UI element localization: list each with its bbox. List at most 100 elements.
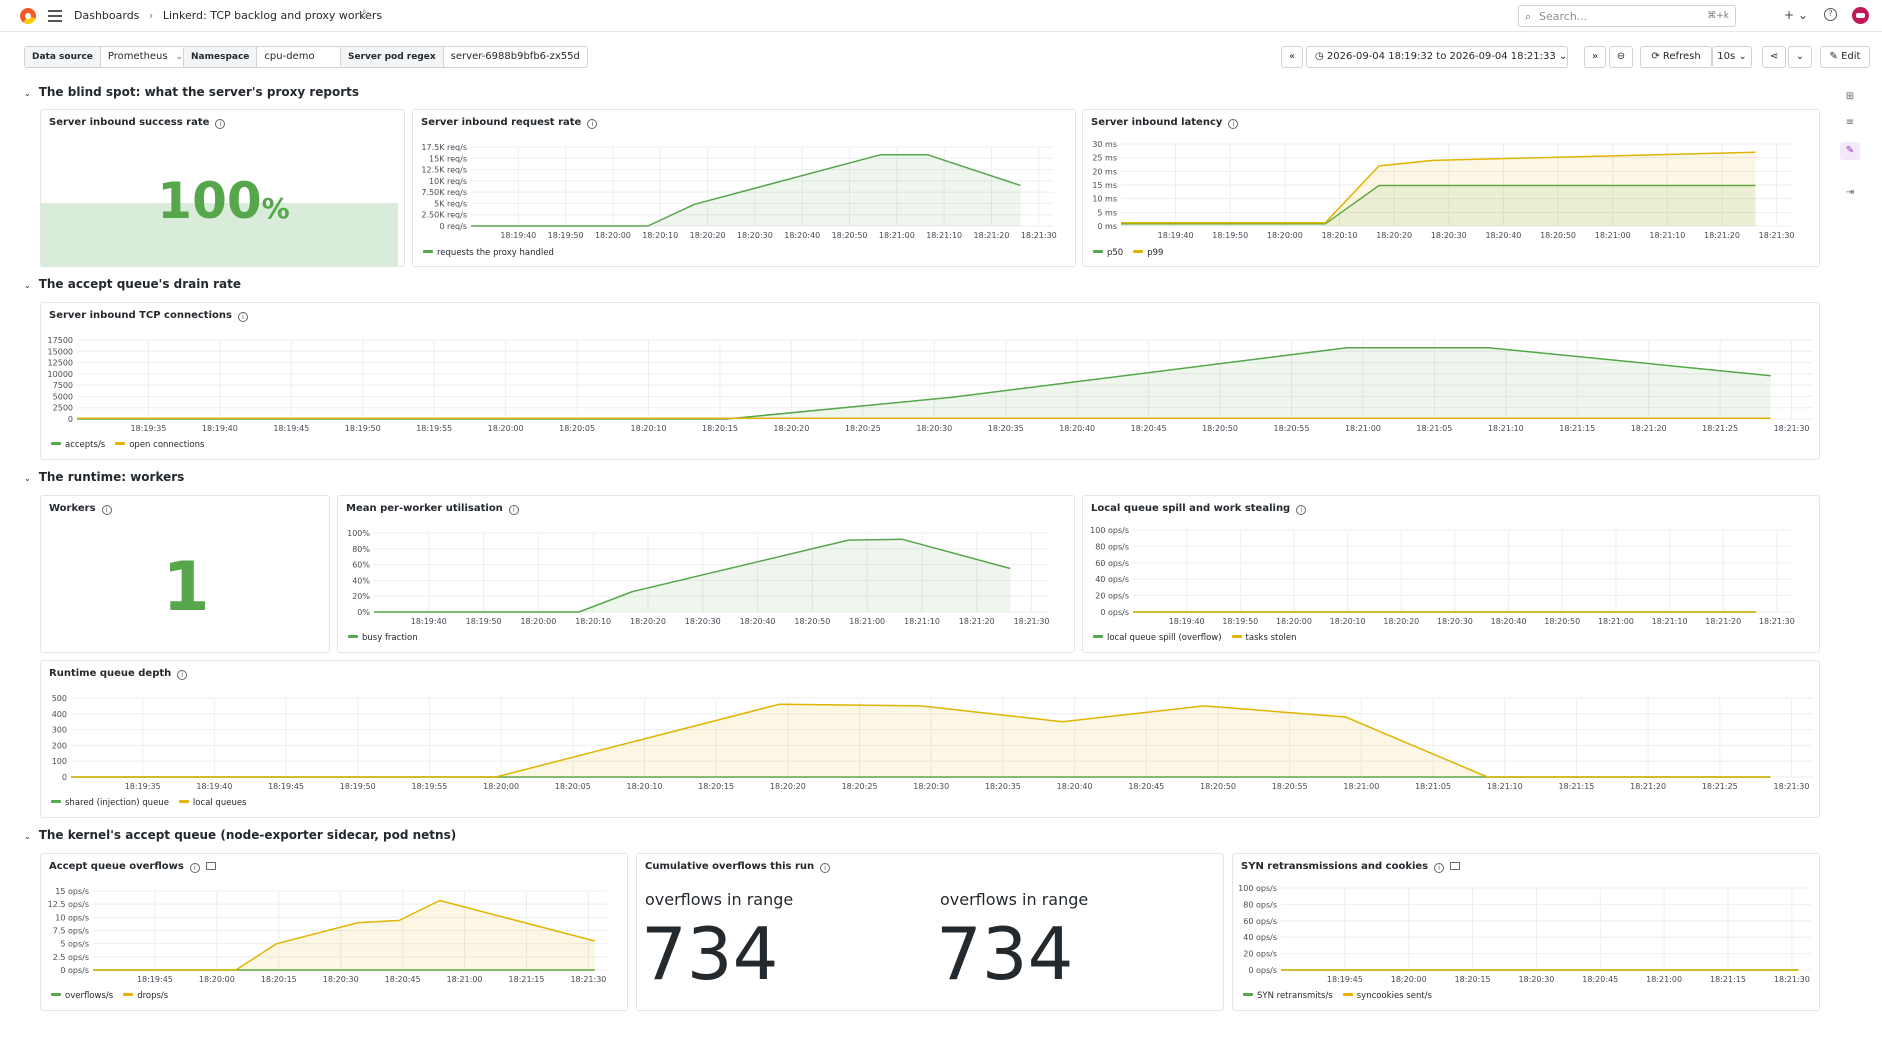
breadcrumb-dashboards[interactable]: Dashboards (74, 9, 140, 22)
time-back-button[interactable]: « (1281, 46, 1303, 68)
x-tick-label: 18:19:50 (548, 231, 584, 240)
grafana-logo-icon[interactable] (20, 8, 36, 24)
datasource-value: Prometheus (107, 51, 168, 62)
x-tick-label: 18:20:20 (630, 617, 666, 626)
help-icon[interactable]: ? (1824, 8, 1837, 21)
panel-title-text: Server inbound TCP connections (49, 310, 232, 321)
info-icon[interactable]: i (189, 863, 200, 873)
chevron-down-icon: ⌄ (24, 474, 31, 483)
x-tick-label: 18:20:10 (575, 617, 611, 626)
chart-legend: p50 p99 (1093, 248, 1173, 258)
row-title-text: The runtime: workers (38, 470, 185, 484)
y-tick-label: 20 ops/s (1095, 592, 1129, 601)
legend-item[interactable]: open connections (115, 440, 204, 450)
menu-icon[interactable] (48, 10, 62, 22)
x-tick-label: 18:21:20 (1631, 424, 1667, 433)
y-tick-label: 10000 (48, 370, 73, 379)
datasource-select[interactable]: Prometheus ⌄ (101, 47, 190, 67)
y-tick-label: 60% (352, 561, 370, 570)
x-tick-label: 18:20:00 (1391, 975, 1427, 984)
row-title-kernel[interactable]: ⌄ The kernel's accept queue (node-exporte… (24, 828, 456, 842)
legend-item[interactable]: drops/s (123, 991, 168, 1001)
info-icon[interactable]: i (177, 670, 188, 680)
panel-latency: Server inbound latency i 0 ms 5 ms 10 ms 15 … (1082, 109, 1820, 267)
legend-item[interactable]: syncookies sent/s (1342, 991, 1432, 1001)
legend-item[interactable]: overflows/s (51, 991, 113, 1001)
info-icon[interactable]: i (587, 119, 598, 129)
x-tick-label: 18:20:45 (1128, 782, 1164, 791)
x-tick-label: 18:20:10 (631, 424, 667, 433)
x-tick-label: 18:20:25 (845, 424, 881, 433)
legend-item[interactable]: local queues (178, 798, 247, 808)
legend-item[interactable]: requests the proxy handled (423, 248, 554, 258)
star-icon[interactable]: ☆ (358, 7, 371, 23)
legend-item[interactable]: p99 (1133, 248, 1163, 258)
refresh-button[interactable]: ⟳ Refresh (1640, 46, 1712, 68)
x-tick-label: 18:19:50 (340, 782, 376, 791)
chevron-down-icon: ⌄ (175, 52, 184, 62)
x-tick-label: 18:20:40 (1491, 617, 1527, 626)
x-tick-label: 18:21:30 (1021, 231, 1057, 240)
row-title-runtime[interactable]: ⌄ The runtime: workers (24, 470, 184, 484)
time-forward-button[interactable]: » (1584, 46, 1606, 68)
row-title-text: The kernel's accept queue (node-exporter… (38, 828, 457, 842)
legend-item[interactable]: busy fraction (348, 633, 418, 643)
variable-namespace[interactable]: Namespace cpu-demo (183, 46, 345, 68)
zoom-out-icon[interactable]: ⊖ (1609, 46, 1633, 68)
namespace-input[interactable]: cpu-demo (264, 51, 315, 62)
new-menu-button[interactable]: + ⌄ (1784, 8, 1808, 22)
variable-datasource[interactable]: Data source Prometheus ⌄ (24, 46, 192, 68)
stat-value: 734 (936, 912, 1074, 996)
refresh-interval-select[interactable]: 10s ⌄ (1712, 46, 1752, 68)
info-icon[interactable]: i (1434, 863, 1445, 873)
panel-title-text: Server inbound success rate (49, 117, 210, 128)
legend-item[interactable]: SYN retransmits/s (1243, 991, 1333, 1001)
x-tick-label: 18:21:10 (926, 231, 962, 240)
row-title-proxy[interactable]: ⌄ The blind spot: what the server's proxy… (24, 85, 359, 99)
share-menu-chevron-icon[interactable]: ⌄ (1788, 46, 1812, 68)
search-input[interactable]: ⌕ Search... ⌘+k (1518, 5, 1736, 27)
legend-item[interactable]: tasks stolen (1231, 633, 1297, 643)
info-icon[interactable]: i (215, 119, 226, 129)
time-range-picker[interactable]: ◷ 2026-09-04 18:19:32 to 2026-09-04 18:2… (1306, 46, 1568, 68)
external-link-icon[interactable] (1450, 862, 1461, 870)
legend-item[interactable]: p50 (1093, 248, 1123, 258)
legend-item[interactable]: local queue spill (overflow) (1093, 633, 1222, 643)
x-tick-label: 18:21:15 (1558, 782, 1594, 791)
pod-regex-input[interactable]: server-6988b9bfb6-zx55d (450, 51, 580, 62)
info-icon[interactable]: i (1228, 119, 1239, 129)
edit-pane-icon[interactable]: ✎ (1840, 142, 1860, 160)
y-tick-label: 500 (52, 694, 67, 703)
chevron-down-icon: ⌄ (24, 89, 31, 98)
y-tick-label: 60 ops/s (1243, 917, 1277, 926)
x-tick-label: 18:19:55 (411, 782, 447, 791)
info-icon[interactable]: i (508, 505, 519, 515)
info-icon[interactable]: i (820, 863, 831, 873)
avatar[interactable] (1852, 7, 1869, 24)
variable-server-pod-regex[interactable]: Server pod regex server-6988b9bfb6-zx55d (340, 46, 588, 68)
row-title-drain[interactable]: ⌄ The accept queue's drain rate (24, 277, 241, 291)
y-tick-label: 15 ops/s (55, 887, 89, 896)
utilisation-chart: 0% 20% 40% 60% 80% 100% 18:19:40 18:19:50 18:20:… (347, 529, 1049, 626)
y-tick-label: 80 ops/s (1243, 900, 1277, 909)
x-tick-label: 18:20:45 (1582, 975, 1618, 984)
legend-item[interactable]: accepts/s (51, 440, 105, 450)
legend-label: local queues (192, 798, 247, 808)
edit-button[interactable]: ✎ Edit (1820, 46, 1870, 68)
search-placeholder: Search... (1539, 10, 1588, 23)
info-icon[interactable]: i (237, 312, 248, 322)
outline-icon[interactable]: ≡ (1845, 117, 1855, 128)
dock-icon[interactable]: ⇥ (1845, 187, 1855, 198)
pencil-icon: ✎ (1829, 51, 1842, 62)
y-tick-label: 15000 (48, 347, 73, 356)
external-link-icon[interactable] (205, 862, 216, 870)
panel-title: Local queue spill and work stealing i (1091, 503, 1307, 515)
x-tick-label: 18:21:10 (1649, 231, 1685, 240)
info-icon[interactable]: i (101, 505, 112, 515)
add-panel-icon[interactable]: ⊞ (1845, 91, 1855, 102)
x-tick-label: 18:20:40 (1057, 782, 1093, 791)
legend-item[interactable]: shared (injection) queue (51, 798, 169, 808)
share-icon[interactable]: ⋖ (1762, 46, 1786, 68)
series-area (1121, 185, 1756, 226)
info-icon[interactable]: i (1296, 505, 1307, 515)
